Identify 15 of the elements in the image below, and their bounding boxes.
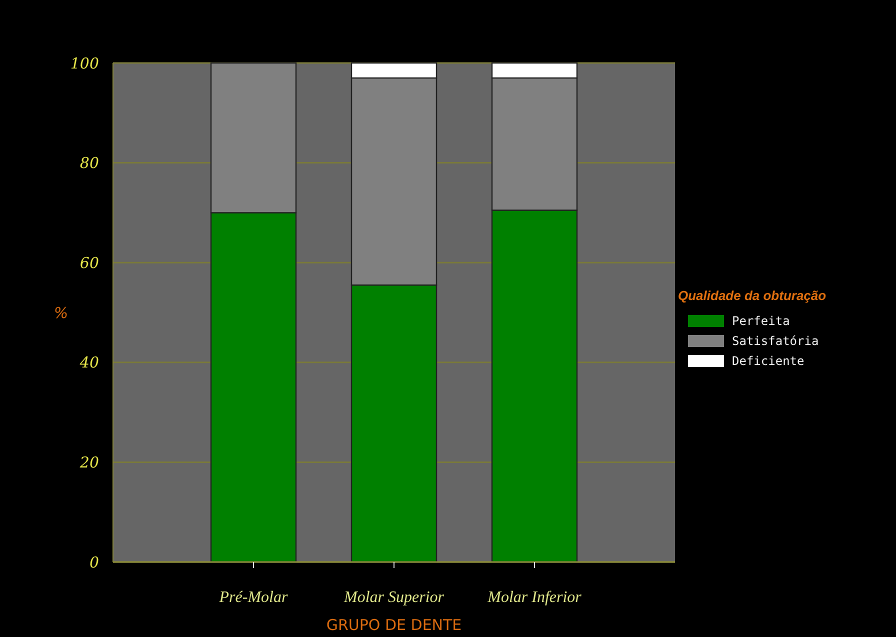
- y-tick-label: 60: [80, 254, 100, 272]
- y-tick-label: 80: [80, 154, 100, 172]
- legend-label: Deficiente: [732, 354, 804, 368]
- y-axis-title: %: [54, 304, 68, 322]
- y-tick-label: 20: [78, 453, 100, 472]
- legend-title: Qualidade da obturação: [678, 288, 826, 303]
- legend-label: Satisfatória: [732, 334, 819, 348]
- y-tick-label: 0: [89, 553, 100, 572]
- y-tick-label: 100: [70, 54, 100, 72]
- x-tick-label: Molar Superior: [343, 589, 445, 606]
- x-tick-label: Pré-Molar: [218, 589, 288, 606]
- legend-label: Perfeita: [732, 314, 790, 328]
- x-tick-label: Molar Inferior: [486, 589, 582, 606]
- y-tick-label: 40: [78, 354, 100, 372]
- x-axis-title: GRUPO DE DENTE: [326, 616, 462, 634]
